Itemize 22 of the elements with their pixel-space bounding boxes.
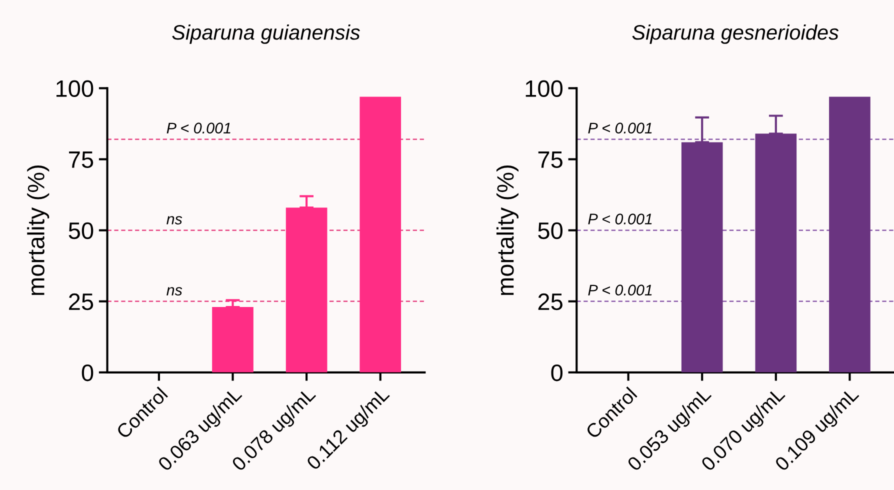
y-tick-label: 0 [82,364,94,382]
y-tick-label: 0 [551,364,563,382]
ref-line-label: ns [166,287,182,296]
y-axis-title: mortality (%) [496,166,518,295]
y-axis-title: mortality (%) [27,166,50,295]
y-tick-label: 100 [526,80,563,97]
y-tick-label: 100 [56,80,94,97]
ref-line-label: P < 0.001 [588,284,652,296]
y-tick-label: 50 [68,222,94,240]
bar [360,96,402,372]
bar [829,96,870,372]
y-tick-label: 50 [538,222,563,240]
ref-line-label: P < 0.001 [588,122,652,134]
y-tick-label: 75 [538,152,562,168]
y-tick-label: 75 [69,152,94,168]
y-tick-label: 25 [69,293,94,310]
ref-line-label: P < 0.001 [166,122,230,134]
chart-title: Siparuna gesnerioides [632,24,839,44]
chart-title: Siparuna guianensis [172,24,360,44]
ref-line-label: P < 0.001 [588,214,652,224]
ref-line-label: ns [166,216,182,224]
y-tick-label: 25 [538,293,562,310]
